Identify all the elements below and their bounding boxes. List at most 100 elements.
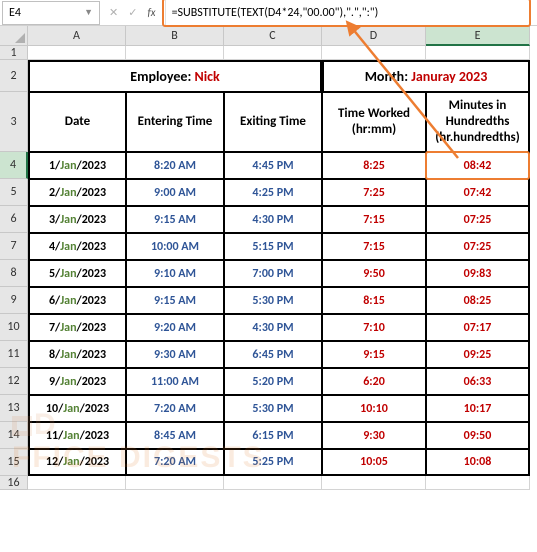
row-header-2[interactable]: 2 [0,60,28,92]
cell-date[interactable]: 12/Jan/2023 [28,449,126,476]
cell-hundredths[interactable]: 09:25 [426,341,530,368]
cell-enter[interactable]: 7:20 AM [126,449,224,476]
cell-worked[interactable]: 8:15 [322,287,426,314]
cell-blank[interactable] [322,476,426,490]
fx-icon[interactable]: fx [144,6,158,19]
cell-enter[interactable]: 11:00 AM [126,368,224,395]
cell-hundredths[interactable]: 07:42 [426,179,530,206]
cell-hundredths[interactable]: 10:17 [426,395,530,422]
month-header[interactable]: Month: Januray 2023 [322,60,530,92]
cell-enter[interactable]: 9:10 AM [126,260,224,287]
row-header-4[interactable]: 4 [0,152,28,179]
row-header-3[interactable]: 3 [0,92,28,152]
cell-worked[interactable]: 10:10 [322,395,426,422]
cell-blank[interactable] [426,46,530,60]
table-head-hund[interactable]: Minutes in Hundredths (hr.hundredths) [426,92,530,152]
cell-enter[interactable]: 9:20 AM [126,314,224,341]
row-header-7[interactable]: 7 [0,233,28,260]
table-head-exit[interactable]: Exiting Time [224,92,322,152]
cell-exit[interactable]: 5:25 PM [224,449,322,476]
cell-hundredths[interactable]: 06:33 [426,368,530,395]
cell-date[interactable]: 5/Jan/2023 [28,260,126,287]
cell-exit[interactable]: 4:45 PM [224,152,322,179]
cell-date[interactable]: 7/Jan/2023 [28,314,126,341]
cell-date[interactable]: 9/Jan/2023 [28,368,126,395]
col-header-E[interactable]: E [426,26,530,46]
row-header-16[interactable]: 16 [0,476,28,490]
employee-header[interactable]: Employee: Nick [28,60,322,92]
row-header-15[interactable]: 15 [0,449,28,476]
row-header-5[interactable]: 5 [0,179,28,206]
cell-enter[interactable]: 9:00 AM [126,179,224,206]
cell-worked[interactable]: 9:30 [322,422,426,449]
cell-date[interactable]: 10/Jan/2023 [28,395,126,422]
table-head-date[interactable]: Date [28,92,126,152]
cell-hundredths[interactable]: 08:25 [426,287,530,314]
col-header-D[interactable]: D [322,26,426,46]
cell-exit[interactable]: 5:15 PM [224,233,322,260]
row-header-1[interactable]: 1 [0,46,28,60]
col-header-C[interactable]: C [224,26,322,46]
cell-blank[interactable] [426,476,530,490]
table-head-enter[interactable]: Entering Time [126,92,224,152]
cell-exit[interactable]: 7:00 PM [224,260,322,287]
row-header-6[interactable]: 6 [0,206,28,233]
cell-exit[interactable]: 6:15 PM [224,422,322,449]
cell-hundredths[interactable]: 07:25 [426,206,530,233]
cell-date[interactable]: 3/Jan/2023 [28,206,126,233]
cell-enter[interactable]: 8:45 AM [126,422,224,449]
cell-enter[interactable]: 7:20 AM [126,395,224,422]
table-head-worked[interactable]: Time Worked (hr:mm) [322,92,426,152]
cell-hundredths[interactable]: 09:83 [426,260,530,287]
cell-hundredths[interactable]: 09:50 [426,422,530,449]
row-header-11[interactable]: 11 [0,341,28,368]
cell-worked[interactable]: 8:25 [322,152,426,179]
cell-worked[interactable]: 7:15 [322,206,426,233]
cell-worked[interactable]: 7:10 [322,314,426,341]
cell-date[interactable]: 4/Jan/2023 [28,233,126,260]
cell-date[interactable]: 11/Jan/2023 [28,422,126,449]
cell-blank[interactable] [28,476,126,490]
cell-enter[interactable]: 10:00 AM [126,233,224,260]
row-header-12[interactable]: 12 [0,368,28,395]
cell-hundredths[interactable]: 07:17 [426,314,530,341]
cell-enter[interactable]: 9:30 AM [126,341,224,368]
row-header-10[interactable]: 10 [0,314,28,341]
cell-exit[interactable]: 4:30 PM [224,314,322,341]
cell-hundredths[interactable]: 10:08 [426,449,530,476]
row-header-8[interactable]: 8 [0,260,28,287]
cell-date[interactable]: 8/Jan/2023 [28,341,126,368]
row-header-14[interactable]: 14 [0,422,28,449]
cell-worked[interactable]: 9:15 [322,341,426,368]
cell-exit[interactable]: 5:30 PM [224,287,322,314]
cell-blank[interactable] [224,46,322,60]
cell-hundredths[interactable]: 07:25 [426,233,530,260]
cell-blank[interactable] [28,46,126,60]
cell-worked[interactable]: 6:20 [322,368,426,395]
cell-worked[interactable]: 9:50 [322,260,426,287]
cell-date[interactable]: 6/Jan/2023 [28,287,126,314]
cell-blank[interactable] [322,46,426,60]
cell-hundredths[interactable]: 08:42 [426,152,530,179]
cell-enter[interactable]: 9:15 AM [126,206,224,233]
cell-blank[interactable] [224,476,322,490]
cell-enter[interactable]: 9:15 AM [126,287,224,314]
col-header-A[interactable]: A [28,26,126,46]
cell-exit[interactable]: 5:30 PM [224,395,322,422]
cell-exit[interactable]: 4:25 PM [224,179,322,206]
cancel-icon[interactable]: ✕ [106,6,121,19]
cell-exit[interactable]: 5:20 PM [224,368,322,395]
cell-exit[interactable]: 6:45 PM [224,341,322,368]
formula-input[interactable]: =SUBSTITUTE(TEXT(D4*24,"00.00"),".",":") [165,0,537,25]
select-all-corner[interactable] [0,26,28,46]
accept-icon[interactable]: ✓ [125,6,140,19]
cell-blank[interactable] [126,476,224,490]
name-box[interactable]: E4 ▼ [2,1,100,25]
cell-worked[interactable]: 7:15 [322,233,426,260]
row-header-13[interactable]: 13 [0,395,28,422]
cell-enter[interactable]: 8:20 AM [126,152,224,179]
cell-date[interactable]: 1/Jan/2023 [28,152,126,179]
cell-blank[interactable] [126,46,224,60]
cell-date[interactable]: 2/Jan/2023 [28,179,126,206]
col-header-B[interactable]: B [126,26,224,46]
